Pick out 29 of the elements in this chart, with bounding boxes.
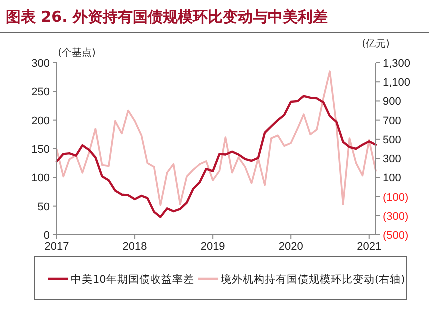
y2-tick-label: (300) — [383, 210, 409, 223]
y2-tick-label: 1,300 — [383, 58, 411, 70]
y-tick-label: 200 — [32, 115, 50, 128]
x-tick-label: 2018 — [122, 241, 148, 253]
y-tick-label: 150 — [32, 144, 50, 156]
y2-tick-label: 100 — [383, 172, 402, 185]
y2-tick-label: 500 — [383, 134, 402, 146]
y-tick-label: 0 — [44, 230, 50, 242]
chart-title: 图表 26. 外资持有国债规模环比变动与中美利差 — [6, 8, 328, 26]
x-tick-label: 2020 — [278, 241, 304, 253]
y-tick-label: 100 — [32, 172, 50, 185]
y2-tick-label: (500) — [383, 230, 409, 242]
x-tick-label: 2019 — [200, 241, 226, 253]
y-tick-label: 50 — [38, 201, 50, 214]
y2-tick-label: 900 — [383, 96, 402, 108]
y-axis-title: (个基点) — [58, 47, 96, 59]
x-tick-label: 2017 — [44, 241, 70, 253]
y2-tick-label: (100) — [383, 192, 409, 204]
y-tick-label: 300 — [32, 58, 50, 70]
y2-tick-label: 700 — [383, 115, 402, 128]
legend-label: 中美10年期国债收益率差 — [71, 273, 194, 286]
line-series — [56, 95, 378, 218]
x-tick-label: 2021 — [357, 241, 382, 253]
y2-tick-label: 1,100 — [383, 77, 411, 90]
y2-tick-label: 300 — [383, 154, 402, 166]
line-series — [56, 70, 377, 206]
legend-label: 境外机构持有国债规模环比变动(右轴) — [220, 273, 406, 286]
y2-axis-title: (亿元) — [362, 39, 390, 50]
y-tick-label: 250 — [32, 86, 50, 99]
